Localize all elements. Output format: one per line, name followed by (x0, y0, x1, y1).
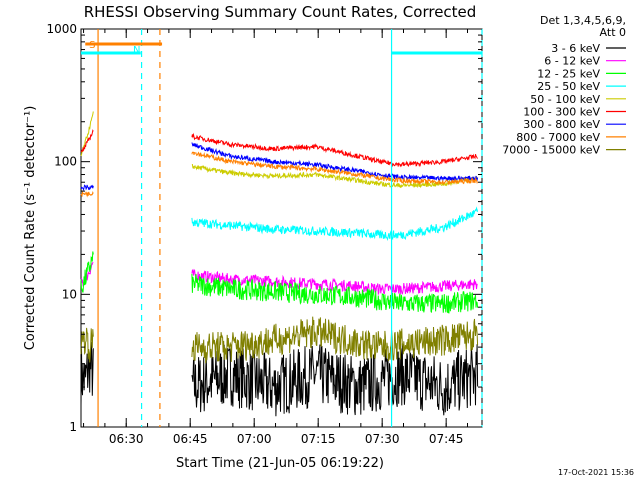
series-trace-7000-15000-kev (80, 327, 94, 363)
legend-label-100-300-kev: 100 - 300 keV (523, 106, 600, 119)
series-trace-100-300-kev (80, 129, 94, 153)
series-25-50-kev (191, 206, 479, 241)
y-tick-label: 1000 (46, 22, 77, 36)
legend-label-25-50-kev: 25 - 50 keV (537, 80, 600, 93)
flag-label-n: N (133, 45, 140, 56)
series-trace-3-6-kev (80, 342, 94, 406)
series-trace-300-800-kev (80, 184, 94, 192)
footer-timestamp: 17-Oct-2021 15:36 (558, 468, 634, 477)
series-trace-12-25-kev (80, 251, 94, 293)
y-tick-label: 10 (62, 287, 77, 301)
series-trace-6-12-kev (191, 268, 478, 296)
legend-header-line: Att 0 (600, 26, 626, 39)
legend-label-3-6-kev: 3 - 6 keV (551, 42, 600, 55)
x-tick-label: 06:30 (109, 432, 144, 446)
chart-title: RHESSI Observing Summary Count Rates, Co… (84, 3, 477, 21)
series-100-300-kev (80, 129, 478, 168)
y-tick-label: 100 (54, 155, 77, 169)
x-tick-label: 06:45 (173, 432, 208, 446)
legend-label-50-100-kev: 50 - 100 keV (530, 93, 600, 106)
x-axis-label: Start Time (21-Jun-05 06:19:22) (176, 456, 384, 471)
legend-header-line: Det 1,3,4,5,6,9, (540, 14, 626, 27)
x-tick-label: 07:00 (237, 432, 272, 446)
legend-label-12-25-kev: 12 - 25 keV (537, 67, 600, 80)
series-trace-12-25-kev (191, 273, 479, 314)
series-trace-100-300-kev (191, 132, 478, 168)
y-tick-label: 1 (69, 420, 77, 434)
series-trace-50-100-kev (80, 111, 94, 157)
x-tick-label: 07:15 (301, 432, 336, 446)
series-trace-7000-15000-kev (191, 316, 479, 364)
series-50-100-kev (80, 111, 478, 189)
x-tick-label: 07:45 (429, 432, 464, 446)
series-12-25-kev (80, 251, 479, 314)
series-800-7000-kev (80, 151, 479, 198)
y-axis-label: Corrected Count Rate (s⁻¹ detector⁻¹) (23, 106, 38, 351)
series-7000-15000-kev (80, 316, 479, 364)
legend-label-6-12-kev: 6 - 12 keV (544, 55, 600, 68)
series-trace-3-6-kev (191, 343, 479, 417)
legend-label-7000-15000-kev: 7000 - 15000 keV (502, 144, 600, 157)
series-trace-25-50-kev (191, 206, 479, 241)
x-tick-label: 07:30 (365, 432, 400, 446)
series-trace-800-7000-kev (191, 151, 479, 186)
series-trace-800-7000-kev (80, 190, 94, 198)
legend-label-800-7000-kev: 800 - 7000 keV (516, 131, 600, 144)
flag-label-s: S (89, 40, 95, 51)
series-trace-50-100-kev (191, 164, 478, 189)
legend-label-300-800-kev: 300 - 800 keV (523, 118, 600, 131)
